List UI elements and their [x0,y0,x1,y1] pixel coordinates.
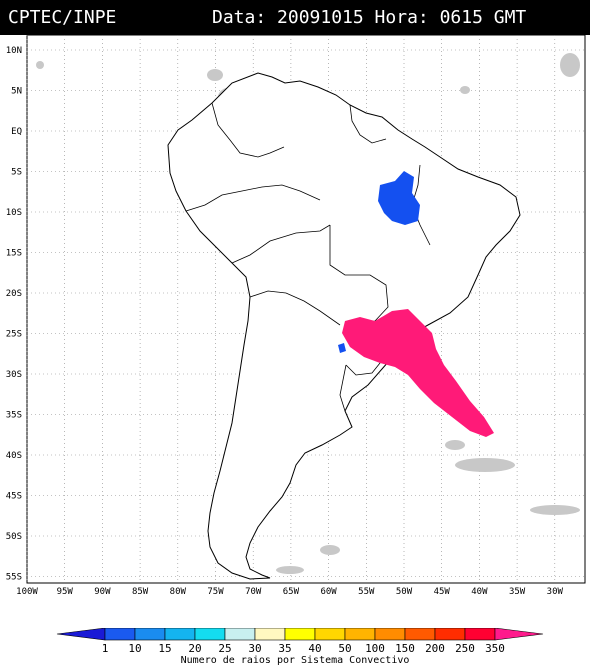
lon-label: 65W [283,587,300,595]
graticule [26,35,585,583]
colorbar-label: 30 [248,642,261,654]
lat-label: 25S [6,330,22,340]
lat-label: 10N [6,46,22,56]
colorbar-swatch [194,628,226,641]
latitude-labels: 10N 5N EQ 5S 10S 15S 20S 25S 30S 35S 40S 45S 50S 55S [6,46,22,583]
colorbar-label: 40 [308,642,321,654]
lightning-map: 10N5NEQ5S10S15S20S25S30S35S40S45S50S55S … [6,35,586,595]
colorbar-label: 20 [188,642,201,654]
colorbar-label: 200 [425,642,445,654]
colorbar-swatch [494,628,544,641]
colorbar-label: 25 [218,642,231,654]
colorbar-label: 1 [102,642,109,654]
colorbar-swatch [56,628,106,641]
colorbar-label: 10 [128,642,141,654]
colorbar-label: 35 [278,642,291,654]
lat-label: 30S [6,370,22,380]
blue-system-central-brazil [378,171,420,225]
colorbar-swatch [224,628,256,641]
lon-label: 60W [320,587,337,595]
colorbar-swatch [164,628,196,641]
datetime-label: Data: 20091015 Hora: 0615 GMT [212,7,527,28]
longitude-labels: 100W 95W 90W 85W 80W 75W 70W 65W 60W 55W 50W 45W 40W… [16,587,563,595]
colorbar-label: 150 [395,642,415,654]
colorbar-caption: Numero de raios por Sistema Convectivo [180,655,410,666]
colorbar-label: 15 [158,642,171,654]
lon-label: 30W [547,587,564,595]
colorbar-label: 100 [365,642,385,654]
lat-label: 5S [11,168,22,178]
lon-label: 50W [396,587,413,595]
lat-label: 20S [6,289,22,299]
lon-label: 55W [358,587,375,595]
lat-label: 45S [6,492,22,502]
colorbar-swatch [404,628,436,641]
colorbar-swatch [134,628,166,641]
lat-label: 40S [6,451,22,461]
colorbar-swatch [434,628,466,641]
small-blue-cell-paraguay [338,343,346,353]
map-header: CPTEC/INPE Data: 20091015 Hora: 0615 GMT [0,0,590,35]
lat-label: EQ [11,127,22,137]
colorbar-swatch [344,628,376,641]
colorbar-swatch [254,628,286,641]
lat-label: 15S [6,249,22,259]
lon-label: 70W [245,587,262,595]
colorbar-swatch [464,628,496,641]
lat-label: 55S [6,573,22,583]
colorbar-swatches [56,628,544,641]
lon-label: 100W [16,587,38,595]
lat-label: 5N [11,87,22,97]
colorbar-swatch [314,628,346,641]
magenta-system-southern-brazil [342,309,494,437]
colorbar-label: 50 [338,642,351,654]
lon-label: 90W [94,587,111,595]
colorbar-labels: 1 10 15 20 25 30 35 40 50 100 150 200 250 350 [102,642,505,654]
colorbar-swatch [374,628,406,641]
colorbar-swatch [104,628,136,641]
source-label: CPTEC/INPE [8,7,117,28]
colorbar-label: 350 [485,642,505,654]
lon-label: 95W [57,587,74,595]
lon-label: 75W [207,587,224,595]
lon-label: 45W [434,587,451,595]
lat-label: 35S [6,411,22,421]
lat-label: 50S [6,532,22,542]
lon-label: 35W [509,587,526,595]
lon-label: 80W [170,587,187,595]
colorbar: 1 10 15 20 25 30 35 40 50 100 150 200 250 350 [56,628,544,654]
colorbar-label: 250 [455,642,475,654]
lon-label: 40W [471,587,488,595]
lat-label: 10S [6,208,22,218]
colorbar-swatch [284,628,316,641]
lon-label: 85W [132,587,149,595]
